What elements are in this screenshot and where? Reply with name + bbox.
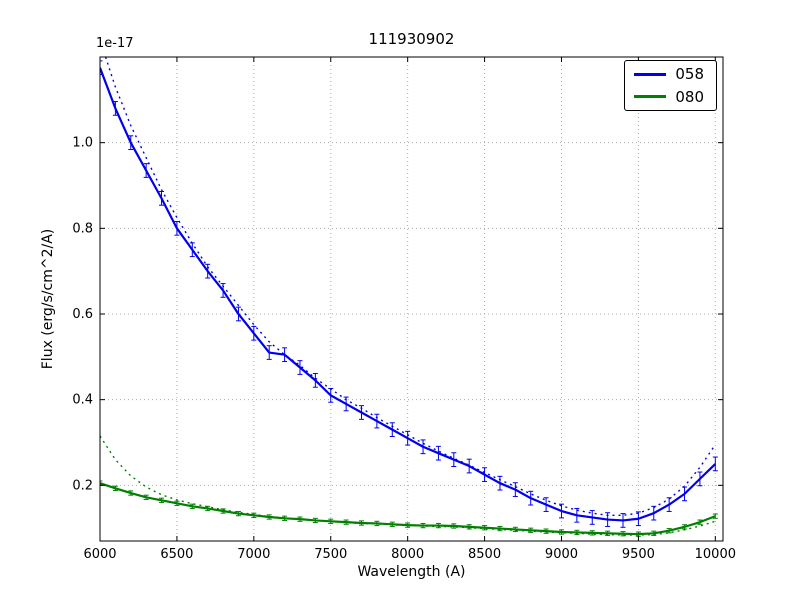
legend-entry-058: 058 (634, 66, 704, 83)
svg-text:8000: 8000 (391, 547, 424, 562)
legend-line-swatch-080 (634, 95, 667, 99)
svg-text:6500: 6500 (160, 547, 193, 562)
svg-text:7500: 7500 (314, 547, 347, 562)
svg-text:0.4: 0.4 (72, 393, 93, 408)
svg-text:8500: 8500 (468, 547, 501, 562)
legend: 058 080 (624, 60, 717, 111)
chart-title: 111930902 (368, 30, 455, 48)
legend-line-swatch-058 (634, 72, 667, 76)
x-axis-label: Wavelength (A) (357, 564, 466, 580)
legend-label-080: 080 (675, 87, 704, 106)
svg-text:9000: 9000 (545, 547, 578, 562)
y-axis-offset-label: 1e-17 (96, 36, 134, 51)
legend-label-058: 058 (675, 65, 704, 83)
svg-text:9500: 9500 (622, 547, 655, 562)
svg-text:6000: 6000 (83, 547, 116, 562)
svg-text:0.6: 0.6 (72, 307, 93, 322)
legend-entry-080: 080 (634, 87, 704, 106)
svg-text:1.0: 1.0 (72, 136, 93, 151)
svg-text:7000: 7000 (237, 547, 270, 562)
y-axis-label: Flux (erg/s/cm^2/A) (40, 228, 56, 370)
svg-text:0.8: 0.8 (72, 221, 93, 236)
svg-text:0.2: 0.2 (72, 478, 93, 493)
svg-text:10000: 10000 (695, 547, 736, 562)
